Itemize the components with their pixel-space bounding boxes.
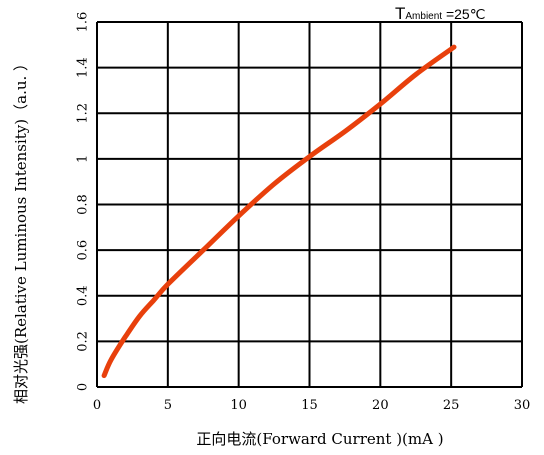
y-tick-label-7: 1.4 xyxy=(76,57,91,78)
y-tick-label-5: 1 xyxy=(76,155,91,163)
y-tick-label-4: 0.8 xyxy=(76,194,91,215)
x-tick-label-3: 15 xyxy=(301,398,318,413)
y-tick-label-2: 0.4 xyxy=(76,285,91,306)
y-tick-label-3: 0.6 xyxy=(76,240,91,261)
y-axis-title: 相对光强(Relative Luminous Intensity)（a.u. ） xyxy=(12,56,30,404)
y-tick-labels: 0 0.2 0.4 0.6 0.8 1 1.2 1.4 1.6 xyxy=(76,12,91,391)
x-axis-title: 正向电流(Forward Current )(mA ) xyxy=(196,430,443,448)
y-tick-label-6: 1.2 xyxy=(76,103,91,124)
x-tick-label-4: 20 xyxy=(372,398,389,413)
series-line-0 xyxy=(101,44,457,379)
x-tick-label-6: 30 xyxy=(514,398,531,413)
y-tick-label-0: 0 xyxy=(76,383,91,391)
y-tick-label-8: 1.6 xyxy=(76,12,91,33)
series-group xyxy=(101,44,457,379)
x-tick-label-2: 10 xyxy=(230,398,247,413)
y-tick-label-1: 0.2 xyxy=(76,331,91,352)
x-tick-label-0: 0 xyxy=(93,398,101,413)
annotation-suffix: =25℃ xyxy=(442,6,485,22)
x-tick-labels: 0 5 10 15 20 25 30 xyxy=(93,398,530,413)
annotation-prefix: T xyxy=(395,4,405,23)
x-tick-label-5: 25 xyxy=(443,398,460,413)
grid-lines xyxy=(96,21,523,388)
annotation: TAmbient =25℃ xyxy=(395,4,485,23)
x-tick-label-1: 5 xyxy=(164,398,172,413)
annotation-sub: Ambient xyxy=(405,11,442,22)
